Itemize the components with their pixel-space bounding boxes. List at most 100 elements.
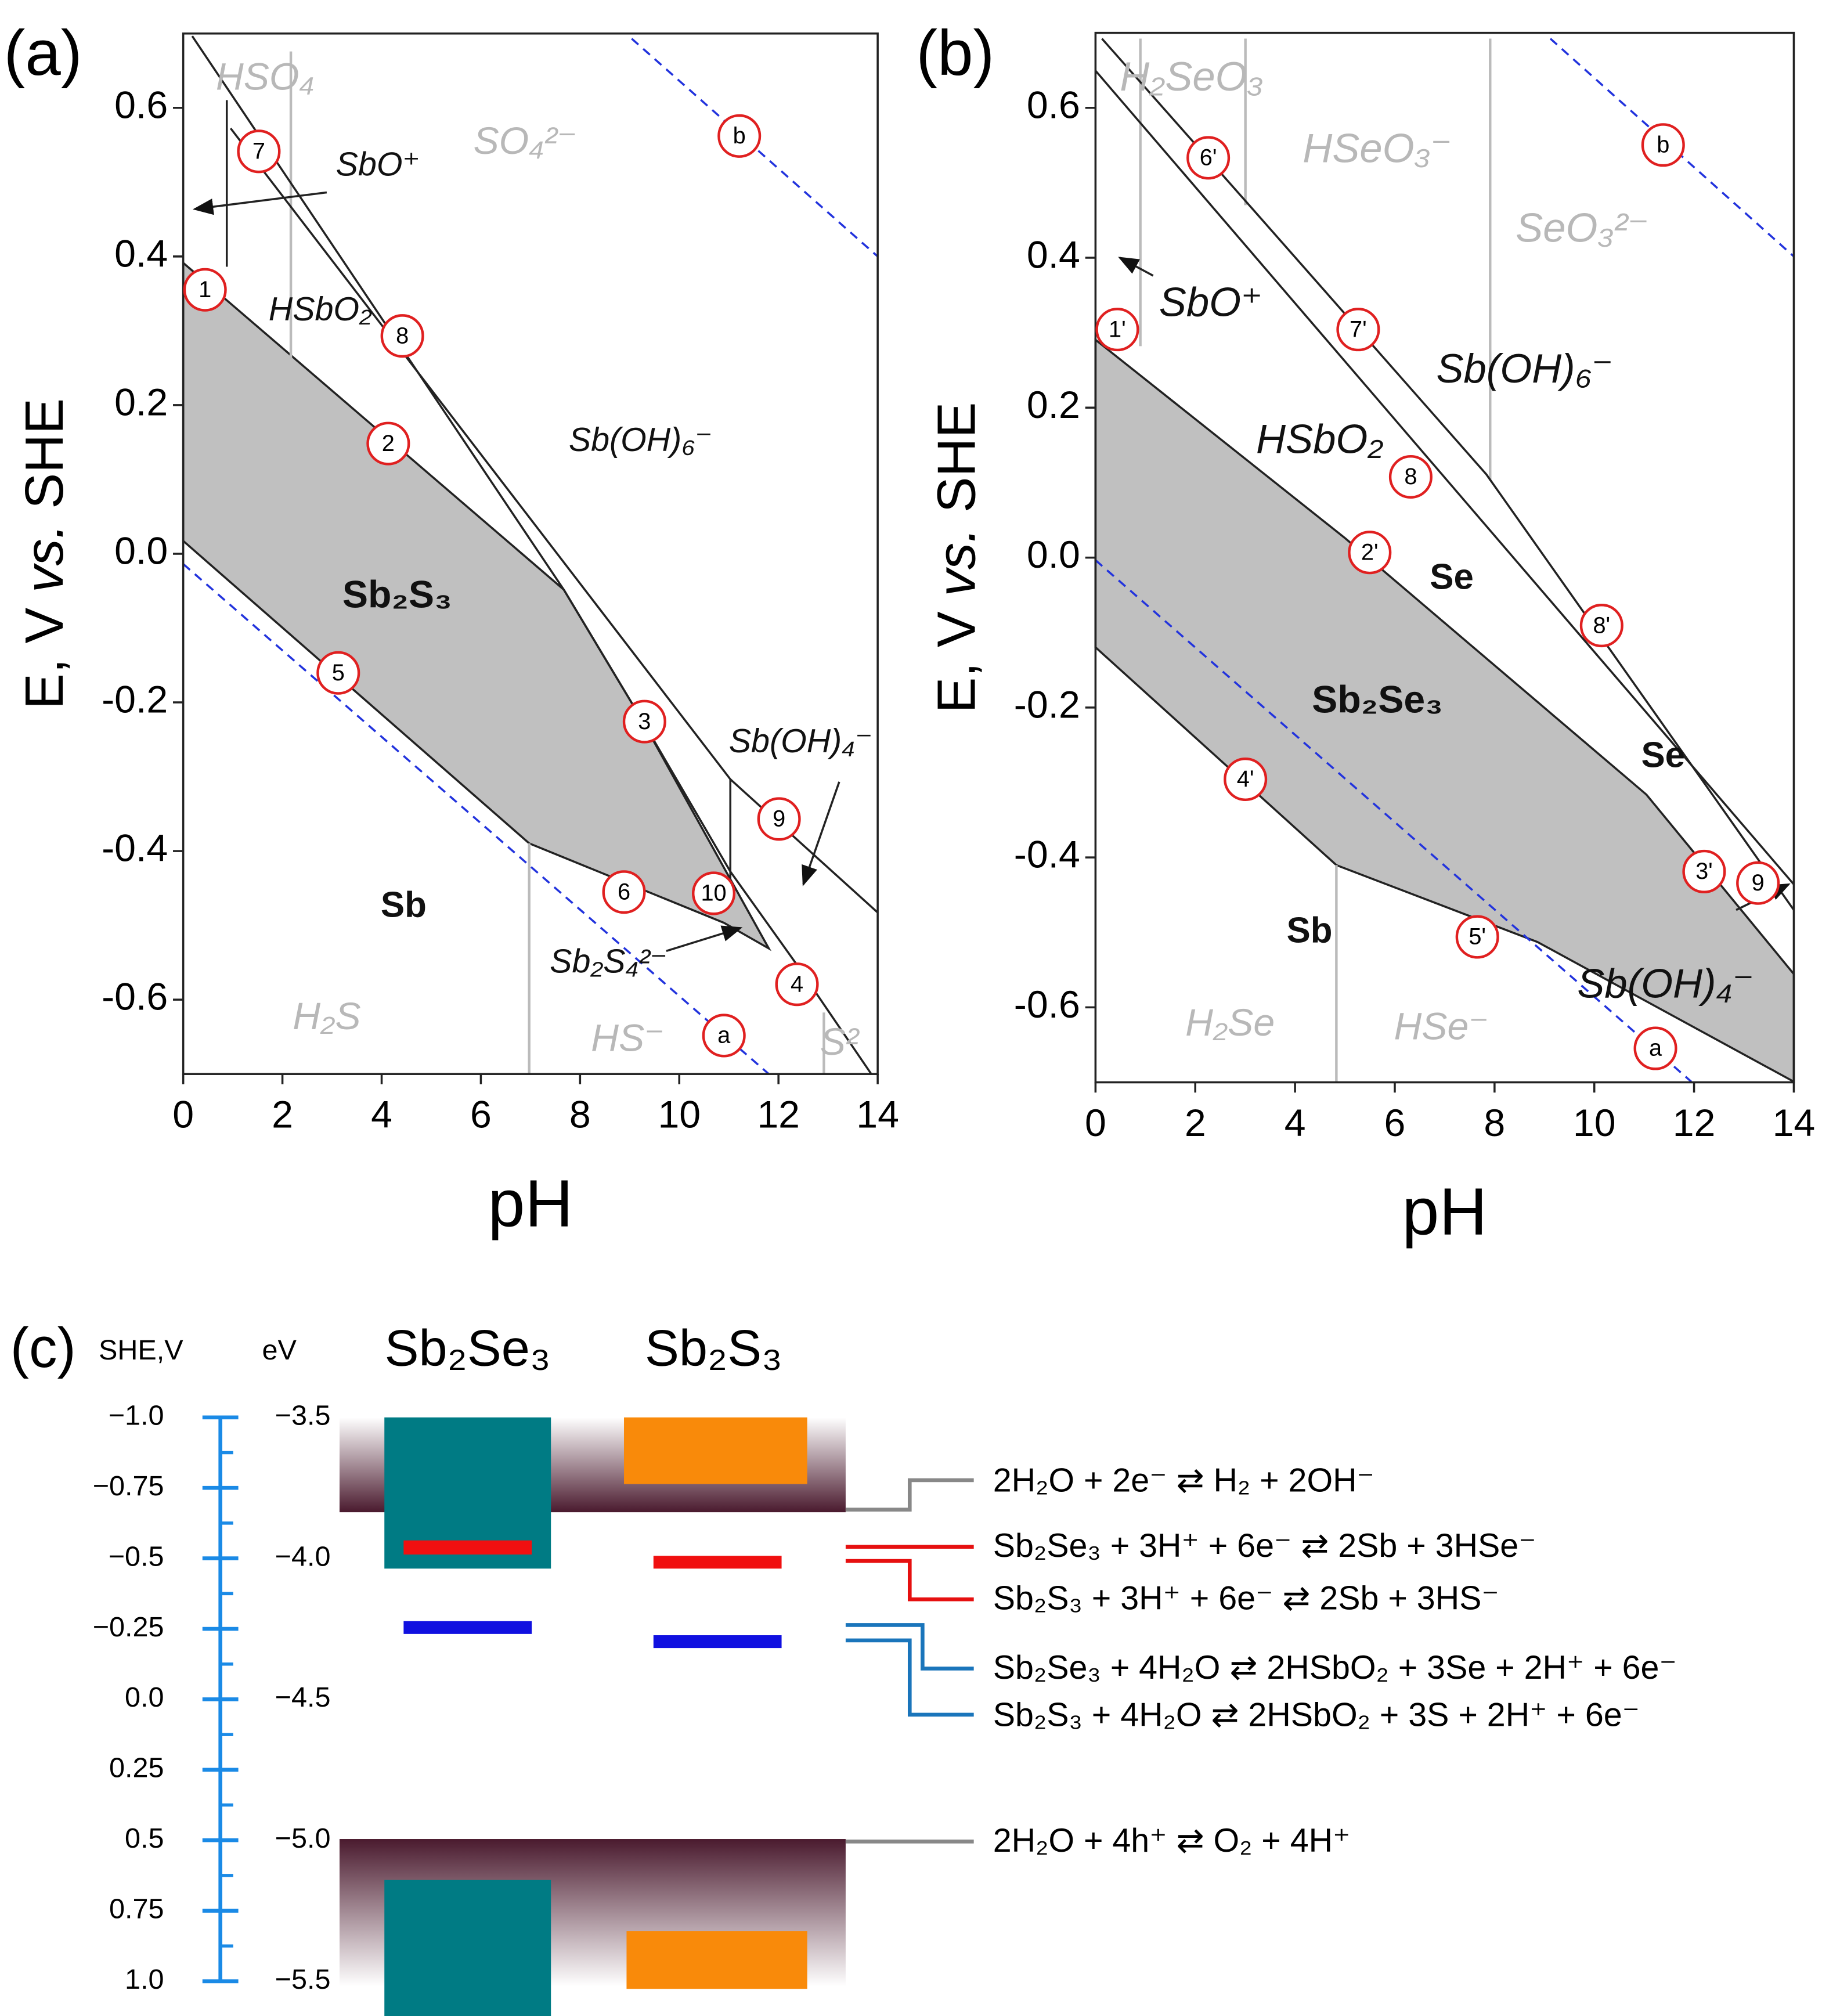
point-label: 8' bbox=[1593, 612, 1610, 638]
y-axis-label-part: E, V bbox=[926, 597, 987, 713]
point-marker bbox=[1455, 915, 1499, 959]
x-tick-label: 10 bbox=[658, 1094, 701, 1137]
point-marker bbox=[1224, 757, 1268, 801]
x-tick-label: 0 bbox=[1085, 1102, 1106, 1145]
x-axis-label: pH bbox=[488, 1166, 573, 1240]
x-tick-label: 6 bbox=[1384, 1102, 1406, 1145]
region-label: Sb(OH)₄⁻ bbox=[1577, 961, 1754, 1007]
x-tick-label: 6 bbox=[470, 1094, 492, 1137]
x-tick-label: 12 bbox=[757, 1094, 800, 1137]
x-tick-label: 14 bbox=[856, 1094, 899, 1137]
y-tick-label: -0.6 bbox=[102, 976, 168, 1019]
material-label: Sb₂S₃ bbox=[645, 1319, 782, 1377]
point-marker bbox=[1641, 123, 1685, 167]
region-label: Sb(OH)₆⁻ bbox=[1436, 345, 1613, 391]
point-label: 10 bbox=[701, 881, 726, 906]
material-label: Sb₂Se₃ bbox=[385, 1319, 551, 1377]
point-marker bbox=[1633, 1026, 1677, 1070]
y-tick-label: -0.2 bbox=[102, 679, 168, 722]
reaction: Sb₂Se₃ + 3H⁺ + 6e⁻ ⇄ 2Sb + 3HSe⁻ bbox=[993, 1527, 1536, 1564]
point-marker bbox=[316, 651, 360, 695]
ev-title: eV bbox=[262, 1335, 297, 1366]
y-tick-label: -0.6 bbox=[1014, 983, 1080, 1026]
region-label: HSeO₃⁻ bbox=[1303, 125, 1452, 171]
region-label: Sb bbox=[381, 885, 427, 925]
point-label: 6 bbox=[618, 879, 630, 904]
y-axis-label-part: vs. bbox=[926, 528, 987, 596]
she-tick-label: −0.5 bbox=[109, 1541, 164, 1572]
y-tick-label: -0.4 bbox=[102, 827, 168, 870]
point-label: 5 bbox=[332, 660, 345, 686]
she-tick-label: 0.25 bbox=[109, 1752, 164, 1784]
region-label: Se bbox=[1641, 735, 1685, 775]
point-marker bbox=[183, 268, 227, 312]
point-marker bbox=[717, 114, 762, 158]
ev-tick-label: −5.5 bbox=[275, 1964, 331, 1995]
y-tick-label: 0.2 bbox=[1027, 384, 1080, 427]
region-label: Sb(OH)₆⁻ bbox=[569, 421, 713, 459]
region-label: S² bbox=[820, 1020, 860, 1063]
y-axis-label: E, V vs. SHE bbox=[14, 398, 74, 709]
panel-b-lines bbox=[1094, 38, 1795, 1084]
x-tick-label: 12 bbox=[1673, 1102, 1716, 1145]
point-label: 7 bbox=[252, 139, 265, 164]
reaction: Sb₂S₃ + 3H⁺ + 6e⁻ ⇄ 2Sb + 3HS⁻ bbox=[993, 1580, 1499, 1617]
point-label: 2 bbox=[382, 431, 395, 456]
point-marker bbox=[757, 797, 801, 841]
x-axis-label: pH bbox=[1402, 1175, 1488, 1249]
point-marker bbox=[1336, 308, 1380, 352]
point-marker bbox=[1736, 861, 1780, 905]
point-marker bbox=[775, 962, 819, 1007]
she-tick-label: 1.0 bbox=[125, 1964, 164, 1995]
ev-tick-label: −4.5 bbox=[275, 1682, 331, 1713]
region-label: H₂Se bbox=[1185, 1001, 1275, 1044]
reaction: 2H₂O + 2e⁻ ⇄ H₂ + 2OH⁻ bbox=[993, 1462, 1374, 1499]
reaction: Sb₂S₃ + 4H₂O ⇄ 2HSbO₂ + 3S + 2H⁺ + 6e⁻ bbox=[993, 1696, 1640, 1733]
point-label: 3' bbox=[1695, 859, 1713, 884]
point-marker bbox=[702, 1014, 746, 1058]
region-label: HSe⁻ bbox=[1394, 1005, 1489, 1048]
point-label: b bbox=[1657, 132, 1669, 157]
region-label: H₂SeO₃ bbox=[1120, 53, 1263, 99]
panel-a-lines bbox=[182, 35, 879, 1075]
x-tick-label: 8 bbox=[1484, 1102, 1505, 1145]
point-marker bbox=[692, 871, 736, 915]
y-tick-label: 0.4 bbox=[1027, 234, 1080, 277]
point-label: 1 bbox=[199, 277, 211, 302]
point-label: 9 bbox=[773, 806, 785, 832]
y-axis-label-part: SHE bbox=[14, 398, 74, 524]
region-label: Sb(OH)₄⁻ bbox=[729, 723, 873, 760]
point-label: a bbox=[717, 1023, 731, 1048]
reaction: 2H₂O + 4h⁺ ⇄ O₂ + 4H⁺ bbox=[993, 1822, 1351, 1859]
region-label: Se bbox=[1430, 557, 1474, 597]
y-tick-label: 0.0 bbox=[1027, 533, 1080, 576]
y-axis-label-part: E, V bbox=[14, 593, 74, 709]
point-marker bbox=[602, 870, 646, 914]
point-label: 4' bbox=[1237, 766, 1254, 792]
region-label: Sb₂Se₃ bbox=[1312, 679, 1443, 722]
y-tick-label: 0.0 bbox=[114, 529, 168, 572]
point-label: 8 bbox=[396, 323, 409, 348]
point-label: 7' bbox=[1350, 316, 1367, 342]
ev-tick-label: −3.5 bbox=[275, 1400, 331, 1431]
point-label: 3 bbox=[638, 709, 651, 734]
point-label: a bbox=[1649, 1036, 1662, 1061]
point-marker bbox=[1682, 849, 1726, 893]
region-label: SeO₃²⁻ bbox=[1516, 204, 1649, 250]
region-label: HSO₄ bbox=[216, 56, 315, 99]
region-label: HS⁻ bbox=[591, 1016, 665, 1059]
she-tick-label: −0.75 bbox=[93, 1470, 164, 1502]
point-label: 4 bbox=[791, 971, 803, 997]
region-label: H₂S bbox=[293, 995, 360, 1038]
x-tick-label: 0 bbox=[172, 1094, 194, 1137]
point-label: b bbox=[733, 123, 746, 149]
region-label: HSbO₂ bbox=[269, 291, 372, 328]
she-tick-label: 0.5 bbox=[125, 1823, 164, 1854]
y-tick-label: 0.6 bbox=[1027, 84, 1080, 127]
point-marker bbox=[1186, 136, 1231, 180]
y-tick-label: -0.4 bbox=[1014, 834, 1080, 877]
y-tick-label: 0.2 bbox=[114, 381, 168, 424]
ev-tick-label: −5.0 bbox=[275, 1823, 331, 1854]
y-axis-label-part: SHE bbox=[926, 402, 987, 528]
x-tick-label: 4 bbox=[1285, 1102, 1306, 1145]
